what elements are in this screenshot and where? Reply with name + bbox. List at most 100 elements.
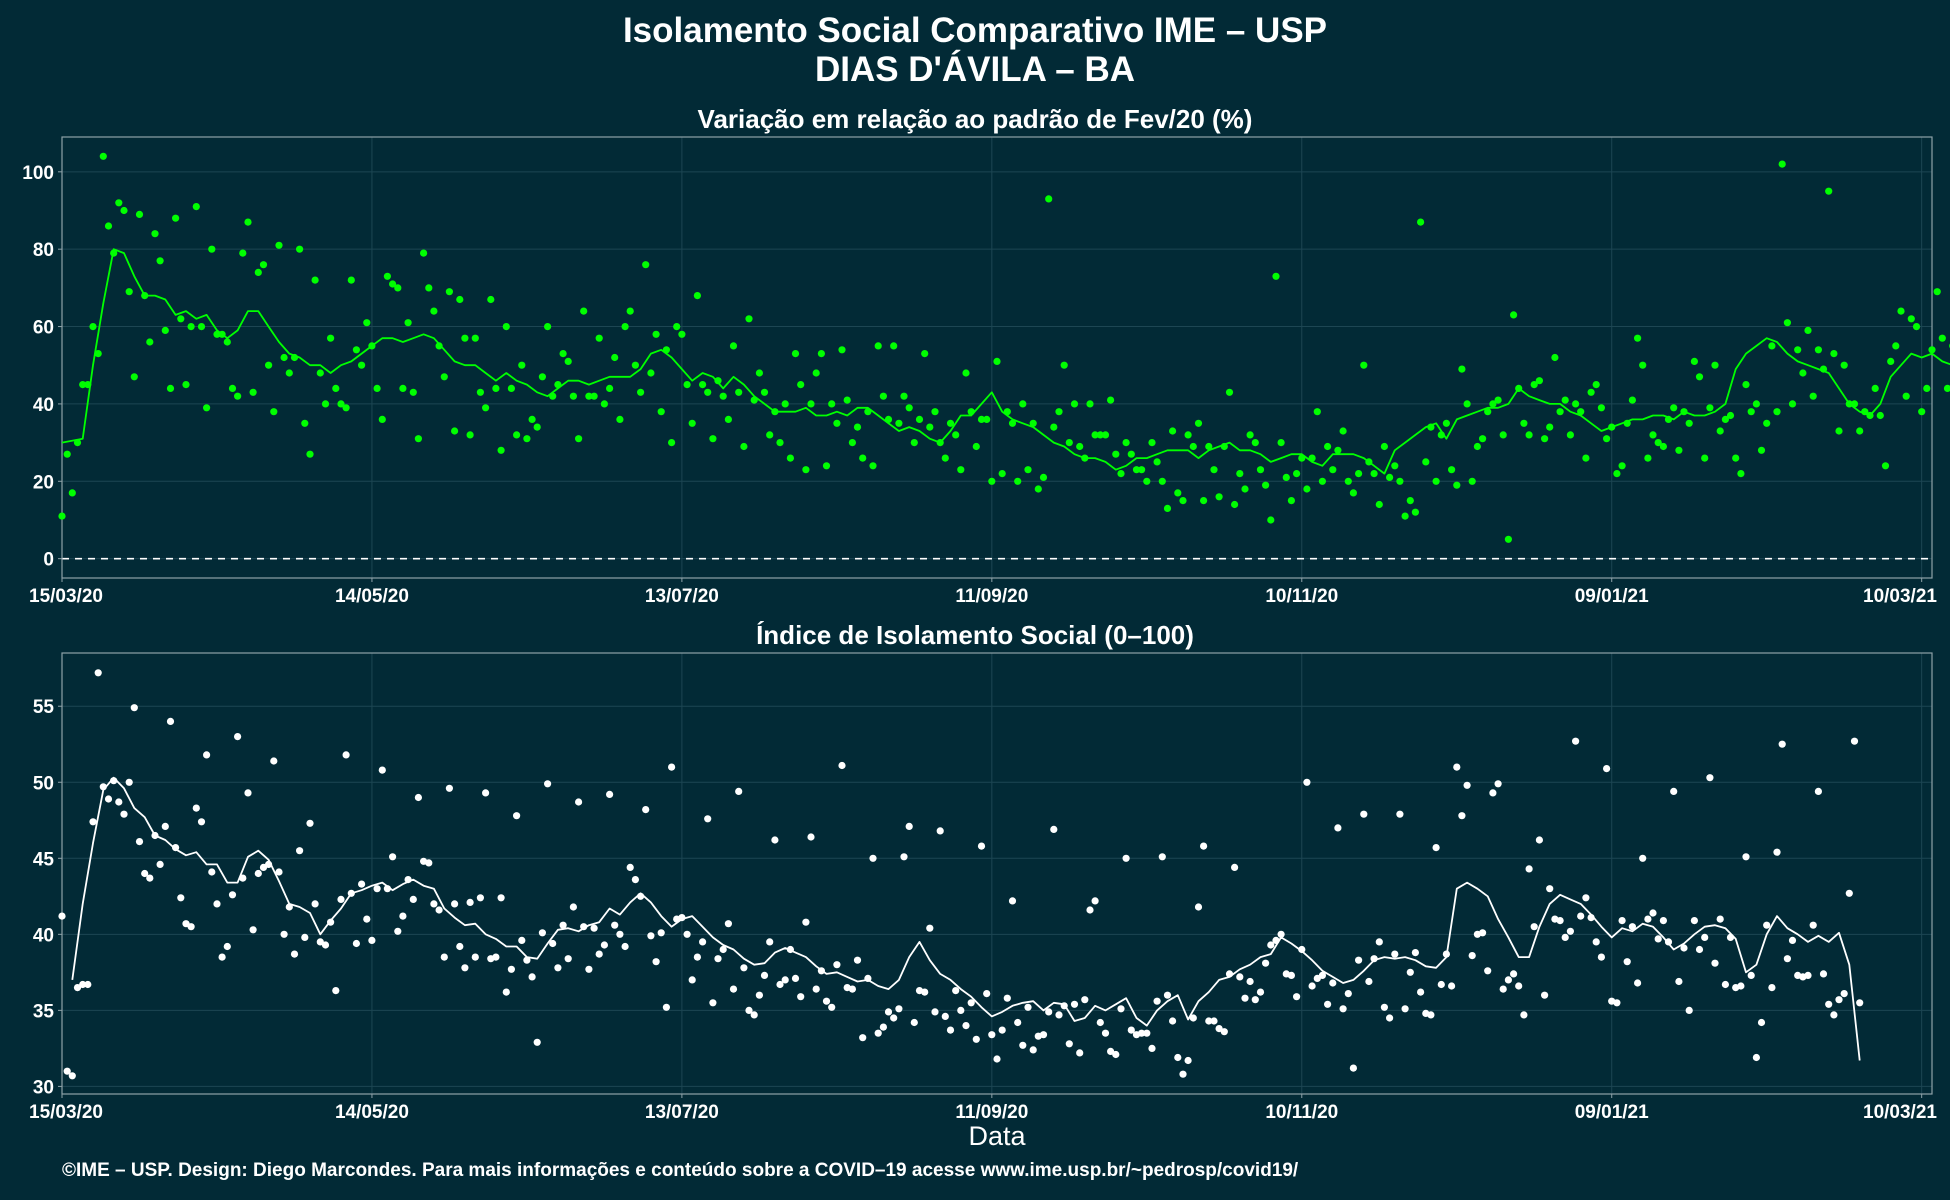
data-point: [957, 466, 965, 474]
data-point: [1716, 915, 1724, 923]
data-point: [1256, 988, 1265, 996]
data-point: [228, 384, 237, 392]
data-point: [1752, 400, 1760, 408]
footer-caption: ©IME – USP. Design: Diego Marcondes. Par…: [62, 1160, 1299, 1181]
data-point: [430, 307, 438, 315]
data-point: [1070, 400, 1079, 408]
data-point: [1432, 844, 1440, 852]
data-point: [859, 1034, 867, 1042]
data-point: [1850, 737, 1859, 745]
data-point: [1556, 408, 1564, 416]
data-point: [502, 988, 510, 996]
data-point: [729, 985, 738, 993]
data-point: [146, 874, 154, 882]
data-point: [130, 373, 138, 381]
data-point: [234, 392, 242, 400]
y-tick-label: 80: [33, 240, 54, 261]
data-point: [1561, 396, 1569, 404]
data-point: [523, 435, 531, 443]
data-point: [1380, 442, 1388, 451]
data-point: [1881, 462, 1890, 470]
data-point: [1065, 439, 1073, 447]
data-point: [1148, 1044, 1156, 1052]
data-point: [1721, 415, 1729, 423]
data-point: [1174, 489, 1182, 497]
data-point: [714, 955, 722, 963]
data-point: [1179, 1070, 1187, 1078]
data-point: [1623, 958, 1631, 966]
data-point: [1819, 970, 1828, 978]
data-point: [1830, 1011, 1838, 1019]
data-point: [879, 392, 888, 400]
data-point: [1587, 388, 1595, 396]
data-point: [1835, 996, 1843, 1004]
data-point: [848, 439, 857, 447]
data-point: [1468, 477, 1476, 485]
data-point: [482, 789, 490, 797]
data-point: [476, 388, 484, 396]
data-point: [1525, 431, 1533, 439]
data-point: [817, 350, 826, 358]
data-point: [1675, 446, 1683, 454]
data-point: [513, 431, 521, 439]
data-point: [952, 431, 960, 439]
data-point: [1262, 959, 1270, 967]
data-point: [828, 400, 836, 408]
data-point: [513, 812, 521, 820]
data-point: [1210, 466, 1218, 474]
data-point: [1251, 996, 1259, 1004]
data-point: [900, 853, 908, 861]
data-point: [776, 439, 784, 447]
data-point: [130, 704, 138, 712]
data-point: [688, 976, 696, 984]
data-point: [1055, 1011, 1063, 1019]
data-point: [569, 392, 578, 400]
data-point: [156, 257, 164, 265]
data-point: [538, 373, 547, 381]
data-point: [1329, 979, 1337, 987]
data-point: [1019, 1041, 1027, 1049]
data-point: [445, 288, 453, 296]
data-point: [1267, 516, 1275, 524]
data-point: [104, 222, 113, 230]
y-tick-label: 55: [33, 697, 55, 718]
data-point: [1153, 997, 1161, 1005]
data-point: [1742, 853, 1750, 861]
data-point: [931, 1008, 939, 1016]
data-point: [1463, 400, 1471, 408]
data-point: [915, 415, 924, 423]
data-point: [197, 818, 206, 826]
data-point: [135, 210, 144, 218]
data-point: [1510, 311, 1518, 319]
data-point: [1298, 945, 1306, 954]
data-point: [482, 404, 490, 412]
data-point: [1272, 272, 1280, 280]
data-point: [192, 203, 200, 211]
data-point: [425, 859, 433, 867]
data-point: [192, 804, 200, 812]
data-point: [890, 1014, 898, 1022]
moving-average-line: [61, 248, 1950, 475]
data-point: [1334, 824, 1342, 832]
data-point: [745, 315, 753, 323]
data-point: [1799, 369, 1807, 377]
data-point: [998, 1026, 1006, 1034]
data-point: [254, 268, 262, 276]
data-point: [1659, 917, 1667, 925]
data-point: [1246, 431, 1254, 439]
data-point: [425, 284, 433, 292]
data-point: [1603, 435, 1611, 443]
data-point: [1887, 357, 1895, 365]
data-point: [781, 976, 789, 984]
data-point: [1014, 477, 1022, 485]
data-point: [1014, 1018, 1022, 1027]
data-point: [1138, 466, 1146, 474]
data-point: [1003, 994, 1011, 1002]
data-point: [296, 245, 304, 253]
data-point: [373, 885, 381, 893]
data-point: [1701, 933, 1709, 942]
data-point: [94, 350, 102, 358]
data-point: [926, 924, 934, 932]
data-point: [1313, 408, 1321, 416]
data-point: [1339, 427, 1347, 435]
